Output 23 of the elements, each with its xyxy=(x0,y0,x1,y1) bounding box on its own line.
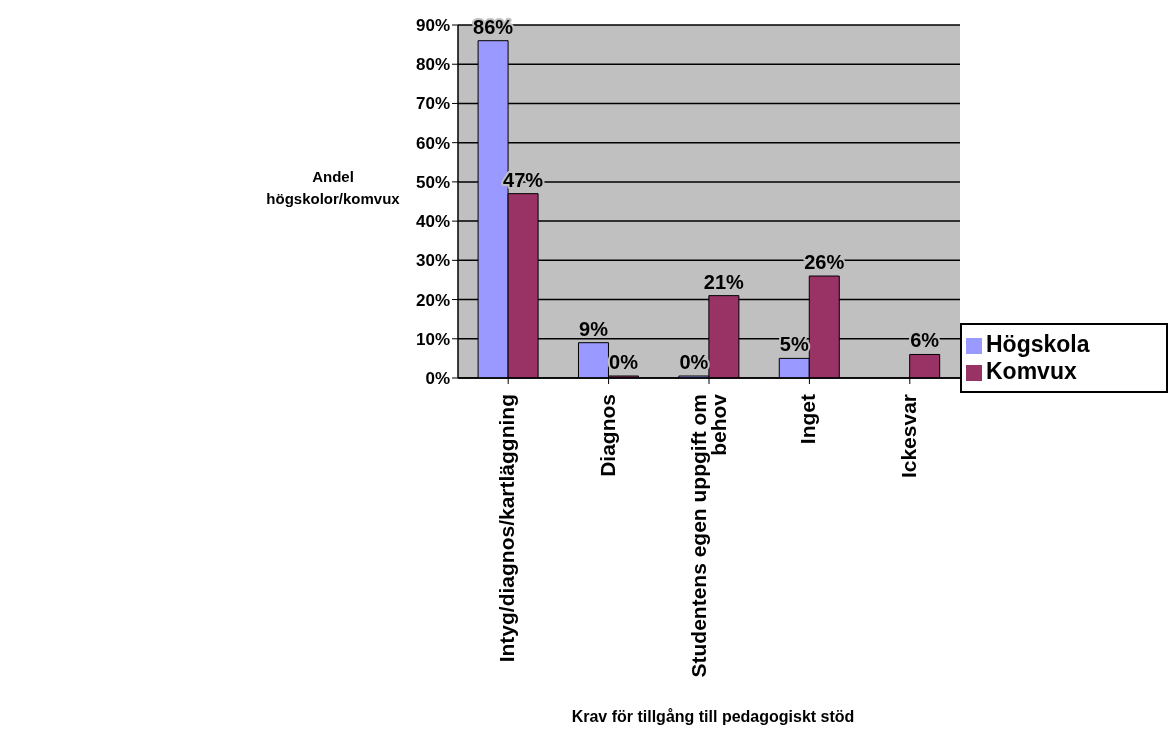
legend-label: Högskola xyxy=(986,331,1090,357)
y-tick-label: 0% xyxy=(425,369,450,389)
x-axis-title: Krav för tillgång till pedagogiskt stöd xyxy=(570,708,856,726)
x-tick-label: Ickesvar xyxy=(896,394,920,479)
data-label: 0% xyxy=(609,351,639,373)
x-tick-label: Diagnos xyxy=(595,394,619,477)
y-tick-label: 20% xyxy=(415,290,450,310)
y-tick-label: 30% xyxy=(415,251,450,271)
x-tick-label: Studentens egen uppgift om behov xyxy=(687,393,730,678)
y-tick-label: 50% xyxy=(415,172,450,192)
x-tick-label: Intyg/diagnos/kartläggning xyxy=(495,394,519,663)
legend-label: Komvux xyxy=(986,358,1077,384)
y-tick-label: 40% xyxy=(415,212,450,232)
y-tick-label: 90% xyxy=(415,16,450,36)
y-tick-label: 60% xyxy=(415,133,450,153)
y-tick-label: 10% xyxy=(415,329,450,349)
x-tick-label: Inget xyxy=(796,394,820,445)
data-label: 21% xyxy=(703,270,745,293)
data-label: 9% xyxy=(579,317,609,340)
y-tick-label: 80% xyxy=(415,55,450,75)
y-tick-label: 70% xyxy=(415,94,450,114)
y-axis-title: Andel högskolor/komvux xyxy=(265,167,401,209)
data-label: 0% xyxy=(679,351,709,373)
